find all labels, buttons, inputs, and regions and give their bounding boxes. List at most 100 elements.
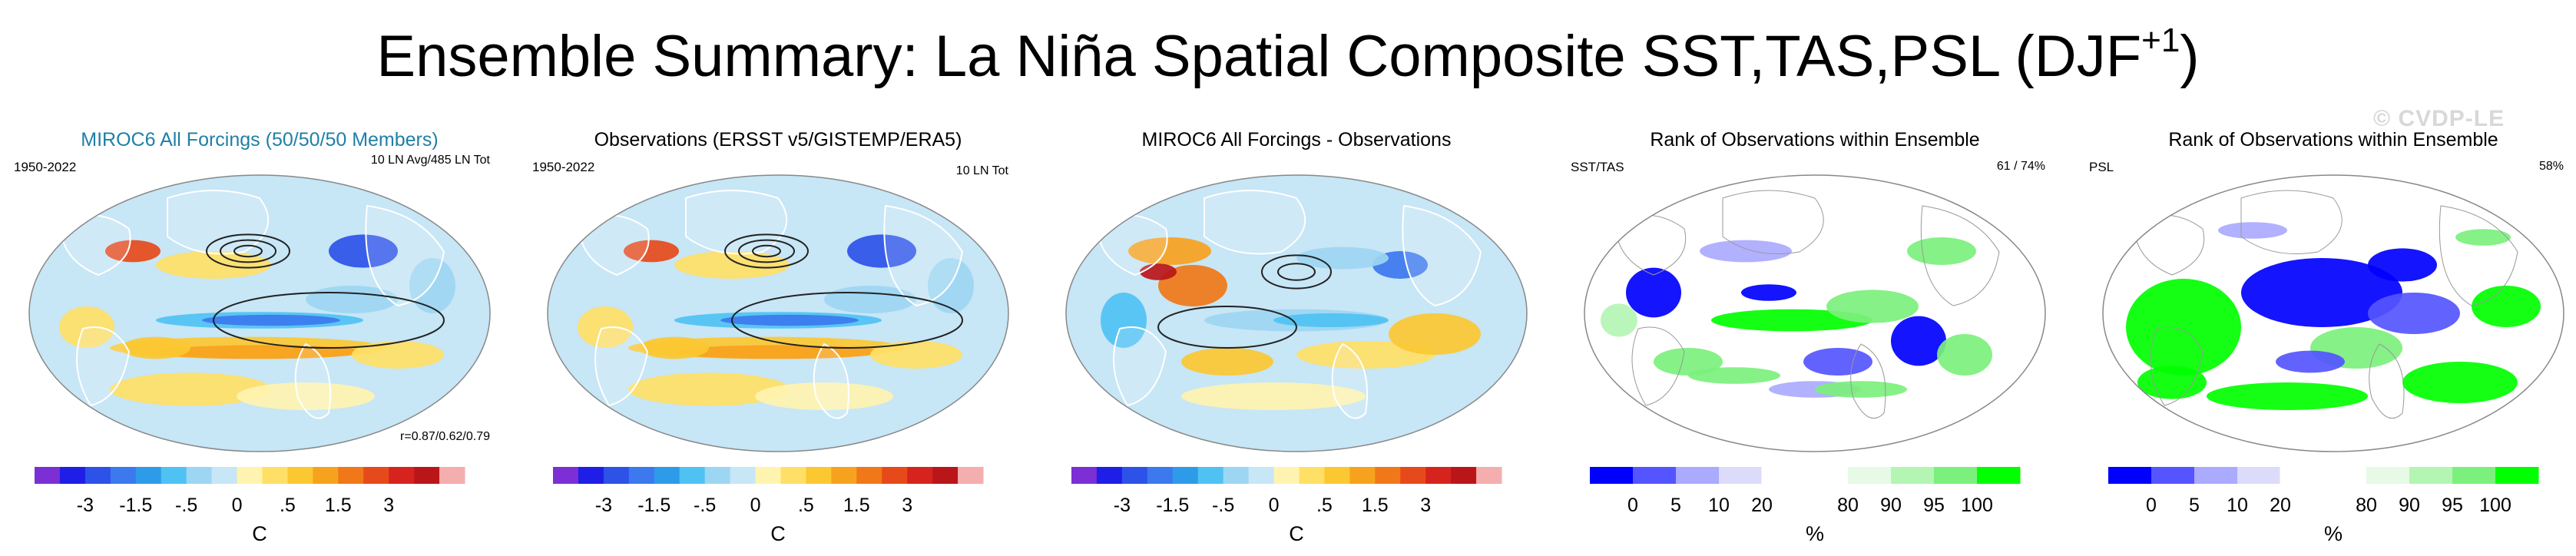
field-patch — [2276, 350, 2345, 373]
map-field — [577, 190, 974, 419]
colorbar-swatch — [2237, 467, 2281, 484]
field-patch — [1937, 334, 1992, 376]
field-patch — [2368, 248, 2437, 282]
colorbar-swatch — [1197, 467, 1224, 484]
colorbar-swatch — [704, 467, 731, 484]
colorbar-tick-label: -1.5 — [1156, 495, 1189, 516]
continent-outline — [883, 204, 964, 307]
map-outline — [1065, 174, 1528, 452]
colorbar-tick-label: 10 — [1708, 495, 1730, 516]
field-patch — [928, 258, 974, 313]
colorbar-swatch — [287, 467, 313, 484]
colorbar-swatch — [603, 467, 630, 484]
field-patch — [1273, 313, 1389, 327]
colorbar-observations: -3 -1.5 -.5 0 .5 1.5 3 — [553, 467, 984, 516]
colorbar-swatch — [1248, 467, 1275, 484]
colorbar-swatch — [2280, 467, 2324, 485]
colorbar-tick-label: 0 — [1269, 495, 1280, 516]
field-patch — [674, 345, 882, 359]
field-patch — [2126, 279, 2241, 376]
map-field — [2126, 190, 2541, 419]
colorbar-swatch — [2151, 467, 2195, 484]
psl-contour — [1261, 254, 1332, 290]
colorbar-tick-label: 90 — [1880, 495, 1902, 516]
colorbar-tick-label: -1.5 — [119, 495, 152, 516]
field-patch — [870, 341, 962, 369]
map-field — [58, 190, 455, 419]
colorbar-swatch — [1273, 467, 1300, 484]
field-patch — [2455, 229, 2511, 246]
psl-contour — [724, 233, 809, 269]
panel-title: Observations (ERSST v5/GISTEMP/ERA5) — [594, 129, 962, 151]
colorbar-swatch — [654, 467, 680, 484]
panel-left-label: SST/TAS — [1571, 160, 1624, 174]
colorbar-swatch — [389, 467, 415, 484]
panel-left-label: 1950-2022 — [532, 160, 595, 174]
field-patch — [1181, 348, 1273, 376]
colorbar-swatch — [1891, 467, 1935, 484]
field-patch — [640, 336, 709, 359]
continent-outline — [1920, 205, 2000, 306]
psl-contour — [220, 239, 276, 263]
colorbar-swatch — [1375, 467, 1401, 484]
colorbar-unit: % — [1805, 522, 1824, 545]
colorbar-tick-label: 0 — [1627, 495, 1638, 516]
map-model — [28, 174, 491, 452]
colorbar-swatch — [1848, 467, 1892, 484]
panel-title: MIROC6 All Forcings - Observations — [1141, 129, 1452, 151]
field-patch — [1700, 240, 1792, 263]
map-field — [1601, 190, 2000, 419]
field-patch — [110, 372, 271, 406]
panel-rank-sst-tas: Rank of Observations within Ensemble SST… — [1561, 129, 2068, 545]
colorbar-tick-label: 5 — [1670, 495, 1681, 516]
field-patch — [720, 314, 859, 326]
colorbar-swatch — [856, 467, 882, 484]
panel-title: Rank of Observations within Ensemble — [1650, 129, 1980, 151]
colorbar-tick-label: 90 — [2399, 495, 2420, 516]
colorbar-tick-label: 0 — [232, 495, 243, 516]
colorbar-swatch — [313, 467, 339, 484]
colorbar-tick-label: .5 — [1316, 495, 1333, 516]
colorbar-swatch — [1804, 467, 1849, 485]
field-patch — [1654, 348, 1723, 376]
panel-model: MIROC6 All Forcings (50/50/50 Members) 1… — [6, 129, 513, 545]
colorbar-tick-label: 1.5 — [325, 495, 352, 516]
colorbar-swatch — [1476, 467, 1502, 484]
field-patch — [1128, 237, 1211, 265]
colorbar-swatch — [679, 467, 706, 484]
continent-outline — [294, 343, 331, 419]
panel-right-label: 58% — [2538, 160, 2564, 173]
continent-outline — [76, 326, 131, 407]
colorbar-swatch — [2452, 467, 2496, 484]
field-patch — [2368, 293, 2460, 334]
continent-outline — [1402, 204, 1482, 307]
colorbar-tick-label: -3 — [77, 495, 94, 516]
colorbar-swatch — [110, 467, 137, 484]
colorbar-tick-label: 20 — [1751, 495, 1773, 516]
colorbar-tick-label: -3 — [1114, 495, 1131, 516]
field-patch — [329, 234, 398, 268]
panel-observations: Observations (ERSST v5/GISTEMP/ERA5) 195… — [525, 129, 1031, 545]
colorbar-swatch — [1400, 467, 1426, 484]
field-patch — [1741, 284, 1796, 301]
figure-title-close: ) — [2180, 24, 2200, 89]
psl-contour — [206, 233, 290, 269]
field-patch — [156, 345, 363, 359]
field-patch — [2402, 362, 2518, 403]
continent-outline — [1331, 343, 1368, 419]
colorbar-swatch — [806, 467, 832, 484]
colorbar-swatch — [2366, 467, 2410, 484]
colorbar-swatch — [2323, 467, 2367, 485]
continent-outline — [167, 190, 270, 255]
panel-title: Rank of Observations within Ensemble — [2168, 129, 2498, 151]
psl-contour — [233, 244, 263, 258]
colorbar-swatch — [1590, 467, 1634, 484]
colorbar-swatch — [1096, 467, 1123, 484]
colorbar-swatch — [882, 467, 908, 484]
colorbar-swatch — [1633, 467, 1677, 484]
colorbar-tick-label: 100 — [1961, 495, 1993, 516]
colorbar-swatch — [1934, 467, 1978, 484]
field-patch — [1907, 237, 1976, 265]
field-patch — [1158, 265, 1227, 306]
panel-left-label: PSL — [2089, 160, 2114, 174]
